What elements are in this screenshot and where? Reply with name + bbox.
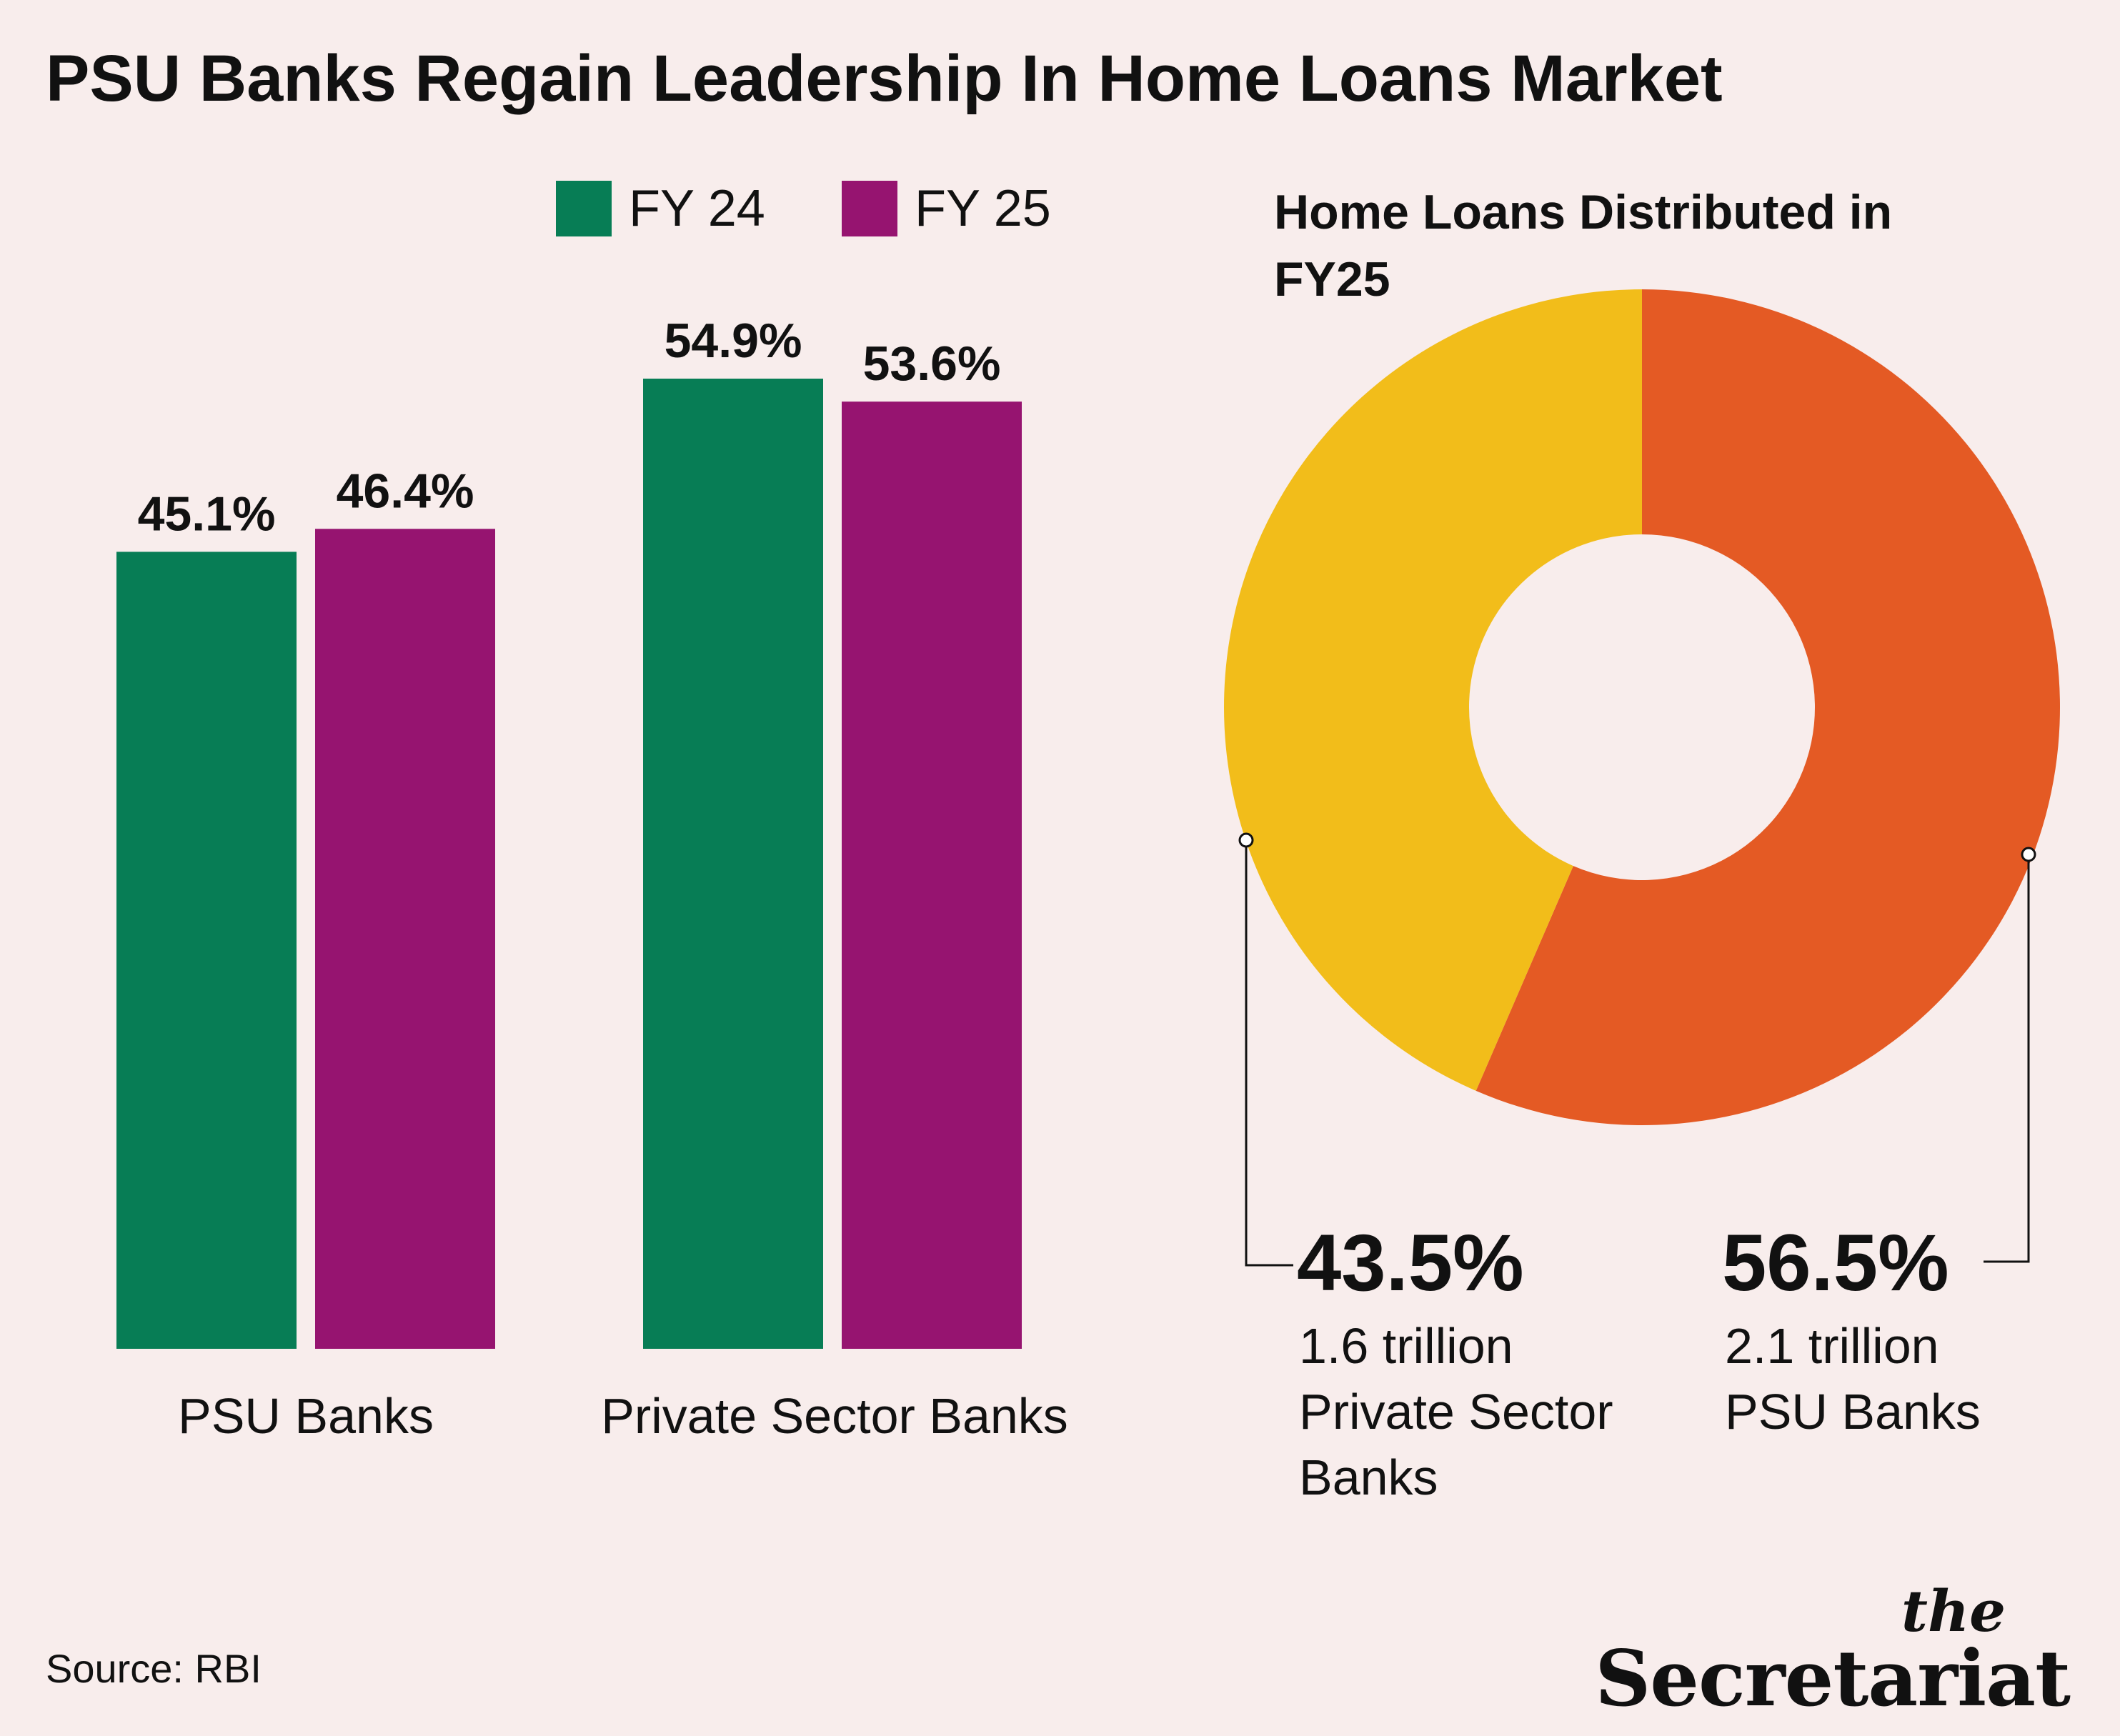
- brand-the: the: [1901, 1577, 2006, 1645]
- private-amount: 1.6 trillion: [1299, 1318, 1513, 1374]
- bar-private-fy24: [643, 379, 823, 1349]
- bar-psu-fy25: [315, 529, 495, 1349]
- legend-label-fy24: FY 24: [629, 180, 765, 237]
- private-share-value: 43.5%: [1297, 1218, 1524, 1307]
- bar-label-psu-fy25: 46.4%: [337, 464, 474, 518]
- leader-dot-psu: [2021, 847, 2036, 862]
- bar-label-psu-fy24: 45.1%: [138, 487, 276, 541]
- bar-private-fy25: [842, 401, 1022, 1349]
- psu-share-value: 56.5%: [1722, 1218, 1949, 1307]
- donut-slice-private: [1223, 289, 1642, 1091]
- bar-label-private-fy24: 54.9%: [665, 314, 802, 368]
- leader-line-private: [1245, 840, 1293, 1267]
- private-group-name: Private Sector Banks: [1299, 1384, 1613, 1505]
- category-label-psu-banks: PSU Banks: [178, 1388, 434, 1444]
- brand-name: Secretariat: [1595, 1634, 2071, 1724]
- chart-title: PSU Banks Regain Leadership In Home Loan…: [46, 42, 1723, 115]
- legend-swatch-fy24: [556, 181, 612, 236]
- psu-amount: 2.1 trillion: [1725, 1318, 1939, 1374]
- legend-swatch-fy25: [842, 181, 897, 236]
- legend-label-fy25: FY 25: [915, 180, 1051, 237]
- legend-item-fy25: FY 25: [842, 180, 1051, 237]
- source-note: Source: RBI: [46, 1646, 262, 1691]
- bar-chart: 45.1% 46.4% 54.9% 53.6%: [116, 314, 1022, 1350]
- donut-title: Home Loans Distributed in FY25: [1274, 185, 1893, 306]
- bar-label-private-fy25: 53.6%: [863, 336, 1001, 391]
- legend-item-fy24: FY 24: [556, 180, 765, 237]
- brand-logo: the Secretariat: [1595, 1577, 2071, 1724]
- psu-group-name: PSU Banks: [1725, 1384, 1981, 1440]
- leader-dot-private: [1238, 832, 1254, 848]
- bar-psu-fy24: [116, 552, 297, 1350]
- leader-line-psu: [1984, 854, 2030, 1263]
- donut-slice-psu: [1475, 289, 2060, 1125]
- category-label-private-sector-banks: Private Sector Banks: [601, 1388, 1068, 1444]
